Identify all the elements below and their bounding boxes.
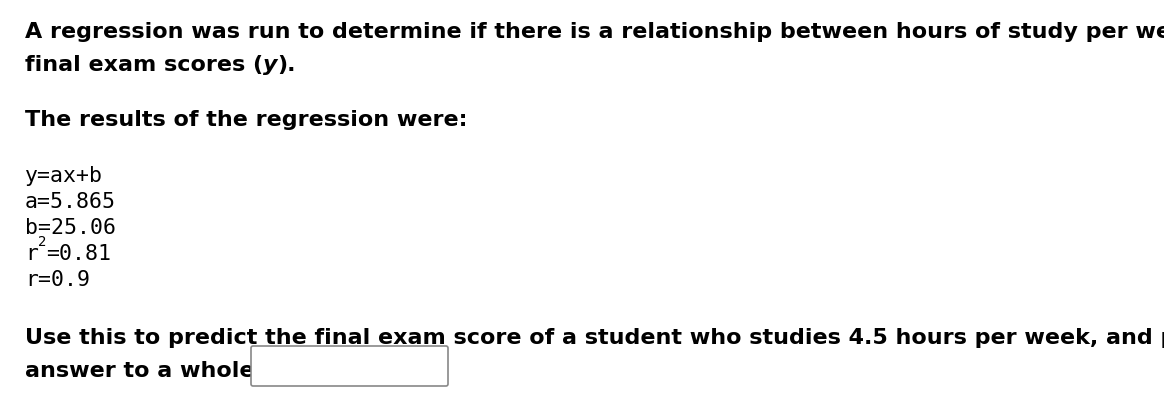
Text: =0.81: =0.81 xyxy=(47,243,112,263)
Text: y=ax+b: y=ax+b xyxy=(24,166,102,186)
Text: 2: 2 xyxy=(38,235,47,248)
Text: final exam scores (: final exam scores ( xyxy=(24,55,263,75)
Text: answer to a whole number.: answer to a whole number. xyxy=(24,360,364,380)
Text: Use this to predict the final exam score of a student who studies 4.5 hours per : Use this to predict the final exam score… xyxy=(24,327,1164,347)
Text: ).: ). xyxy=(278,55,297,75)
Text: a=5.865: a=5.865 xyxy=(24,192,116,211)
FancyBboxPatch shape xyxy=(251,346,448,386)
Text: r=0.9: r=0.9 xyxy=(24,269,90,289)
Text: b=25.06: b=25.06 xyxy=(24,217,116,237)
Text: y: y xyxy=(263,55,278,75)
Text: A regression was run to determine if there is a relationship between hours of st: A regression was run to determine if the… xyxy=(24,22,1164,42)
Text: r: r xyxy=(24,243,38,263)
Text: The results of the regression were:: The results of the regression were: xyxy=(24,110,468,130)
